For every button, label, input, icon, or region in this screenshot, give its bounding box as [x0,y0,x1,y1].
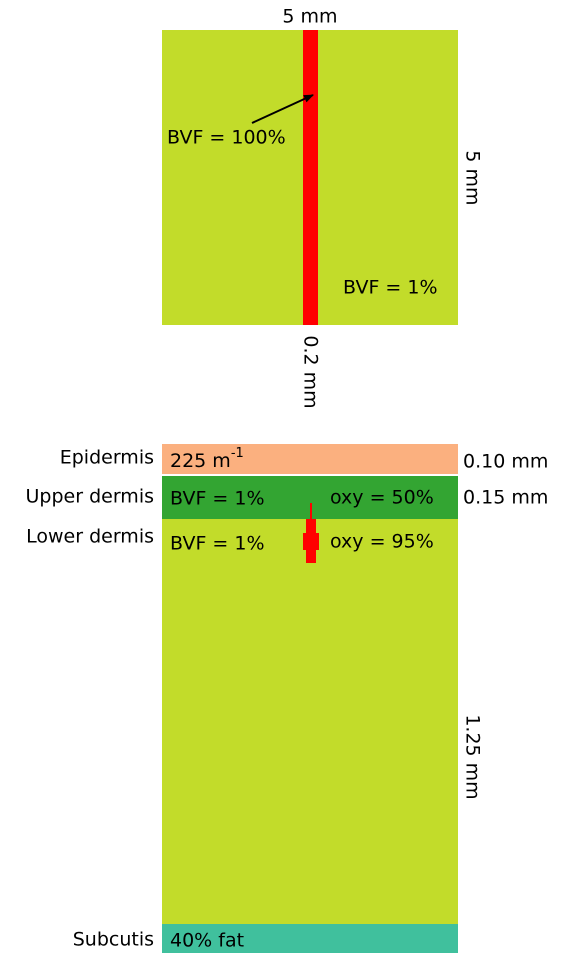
thickness-label: 0.10 mm [463,451,548,473]
absorption-exponent: -1 [231,446,244,461]
vessel-label: BVF = 100% [167,127,286,149]
layer-name: Lower dermis [26,526,154,548]
layer-name: Upper dermis [26,486,154,508]
tissue-label: BVF = 1% [343,277,438,299]
width-label: 5 mm [282,6,337,28]
layer-name: Epidermis [60,447,154,469]
height-label: 5 mm [462,150,484,205]
thickness-label: 0.15 mm [463,487,548,509]
lower-dermis [162,519,458,924]
vessel-thin [310,503,312,523]
vessel [303,30,318,325]
arrow [251,94,314,124]
bvf-label: BVF = 1% [170,488,265,510]
layer-name: Subcutis [73,929,154,951]
absorption: 225 m-1 [170,446,244,472]
bvf-label: BVF = 1% [170,533,265,555]
fat-label: 40% fat [170,930,244,952]
thickness-label: 1.25 mm [462,714,484,799]
epidermis [162,444,458,474]
vessel-blob [303,533,319,550]
oxy-label: oxy = 95% [330,531,434,553]
oxy-label: oxy = 50% [330,487,434,509]
vessel-width-label: 0.2 mm [300,335,322,408]
absorption-value: 225 m [170,450,231,472]
subcutis [162,924,458,953]
